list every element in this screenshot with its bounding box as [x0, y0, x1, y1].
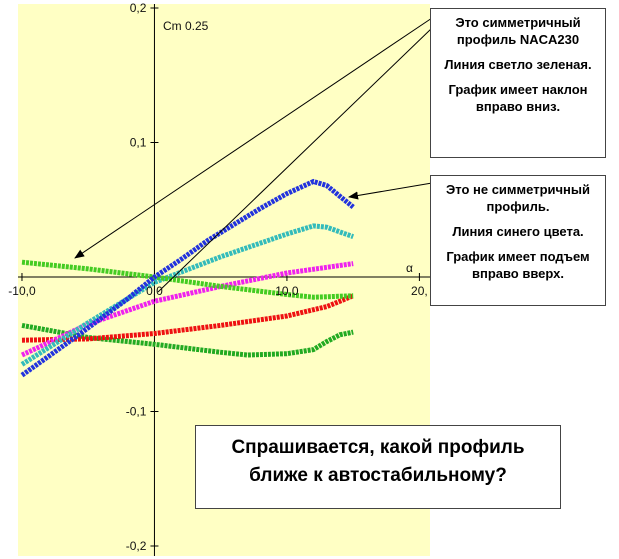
- annotation-text: Линия синего цвета.: [452, 224, 584, 239]
- x-tick-label: 10,0: [275, 284, 299, 298]
- annotation-text: График имеет подъем вправо вверх.: [446, 249, 590, 281]
- annotation-text: Это не симметричный профиль.: [446, 182, 590, 214]
- arrow: [348, 182, 433, 200]
- annotation-box: Это симметричный профиль NACA230 Линия св…: [430, 8, 606, 158]
- series-line: [21, 322, 354, 358]
- x-tick-label: 0,0: [146, 284, 163, 298]
- arrow: [157, 27, 433, 293]
- series-line: [21, 259, 354, 300]
- annotation-box: Это не симметричный профиль. Линия синего…: [430, 175, 606, 306]
- y-axis-label: Cm 0.25: [163, 19, 209, 33]
- question-box: Спрашивается, какой профиль ближе к авто…: [195, 425, 561, 509]
- y-tick-label: -0,2: [126, 539, 147, 553]
- y-tick-label: 0,2: [130, 1, 147, 15]
- annotation-text: Спрашивается, какой профиль ближе к авто…: [231, 437, 525, 486]
- annotation-text: Линия светло зеленая.: [444, 57, 592, 72]
- series-line: [20, 223, 355, 367]
- arrow: [74, 17, 433, 259]
- annotation-text: Это симметричный профиль NACA230: [455, 15, 581, 47]
- series-line: [21, 293, 355, 343]
- x-tick-label: 20,: [411, 284, 428, 298]
- series-line: [20, 178, 355, 378]
- x-axis-label: α: [406, 261, 413, 275]
- y-tick-label: -0,1: [126, 405, 147, 419]
- y-tick-label: 0,1: [130, 136, 147, 150]
- x-tick-label: -10,0: [8, 284, 36, 298]
- annotation-text: График имеет наклон вправо вниз.: [448, 82, 588, 114]
